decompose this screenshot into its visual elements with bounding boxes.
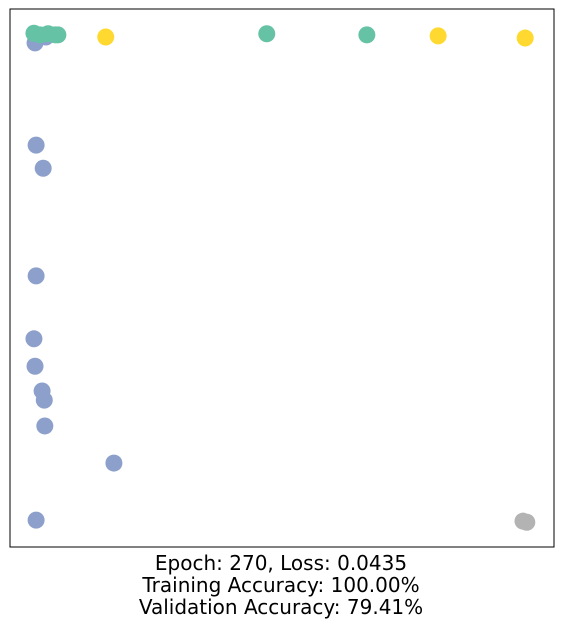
point — [516, 29, 534, 47]
point — [105, 454, 123, 472]
point — [27, 511, 45, 529]
point — [429, 27, 447, 45]
point — [25, 330, 43, 348]
point — [27, 136, 45, 154]
caption-line: Training Accuracy: 100.00% — [141, 573, 419, 597]
point — [258, 25, 276, 43]
point — [27, 267, 45, 285]
caption-line: Validation Accuracy: 79.41% — [139, 595, 423, 619]
point — [26, 357, 44, 375]
caption-line: Epoch: 270, Loss: 0.0435 — [155, 551, 407, 575]
point — [358, 26, 376, 44]
point — [36, 417, 54, 435]
point — [34, 159, 52, 177]
point — [49, 26, 67, 44]
point — [35, 391, 53, 409]
plot-frame — [9, 8, 555, 548]
point — [518, 513, 536, 531]
point — [97, 28, 115, 46]
